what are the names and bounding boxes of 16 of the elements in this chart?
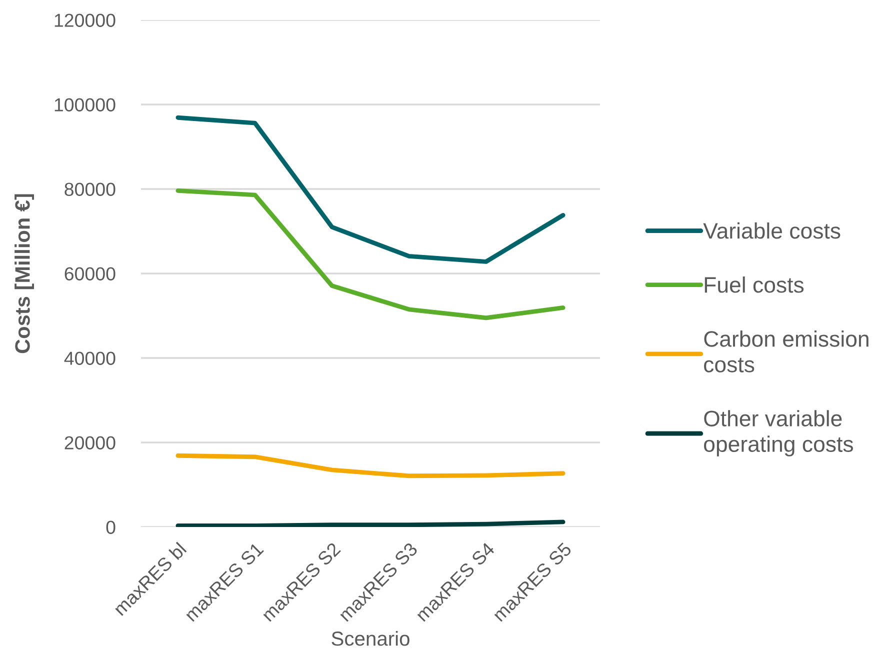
line-series (176, 115, 566, 264)
legend-label: Other variable operating costs (704, 410, 853, 456)
y-tick-label: 100000 (54, 98, 116, 112)
legend-label: Fuel costs (704, 276, 804, 293)
y-tick-label: 40000 (64, 352, 116, 365)
line-series (176, 453, 566, 478)
x-axis-title: Scenario (332, 631, 410, 646)
legend-label: Carbon emission costs (704, 330, 868, 372)
legend-label: Variable costs (703, 222, 840, 239)
y-tick-label: 60000 (64, 267, 116, 280)
y-tick-label: 0 (106, 520, 116, 534)
y-tick-label: 20000 (64, 436, 116, 450)
line-series (176, 188, 566, 320)
y-axis-title: Costs [Million €] (14, 194, 34, 354)
y-tick-label: 80000 (64, 182, 116, 196)
y-tick-label: 120000 (54, 14, 116, 27)
